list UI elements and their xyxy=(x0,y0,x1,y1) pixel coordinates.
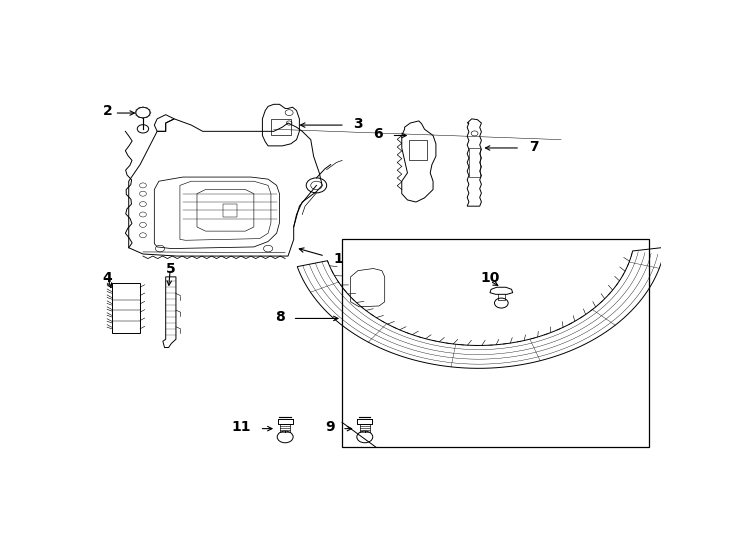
Text: 1: 1 xyxy=(333,252,344,266)
Text: 8: 8 xyxy=(275,310,285,324)
Text: 11: 11 xyxy=(231,420,251,434)
Text: 7: 7 xyxy=(528,140,538,154)
Text: 10: 10 xyxy=(480,271,500,285)
Text: 3: 3 xyxy=(354,117,363,131)
Text: 4: 4 xyxy=(103,271,112,285)
Text: 6: 6 xyxy=(374,127,383,141)
Text: 2: 2 xyxy=(103,104,113,118)
Text: 9: 9 xyxy=(326,420,335,434)
Text: 5: 5 xyxy=(165,261,175,275)
